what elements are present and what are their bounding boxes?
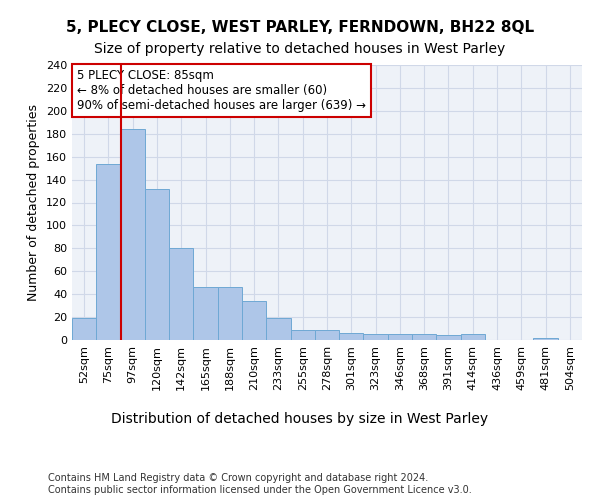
Bar (145, 188, 169, 340)
Bar (388, 334, 412, 340)
Bar (315, 330, 339, 340)
Bar (436, 336, 461, 340)
Text: Distribution of detached houses by size in West Parley: Distribution of detached houses by size … (112, 412, 488, 426)
Bar (290, 330, 315, 340)
Bar (364, 334, 388, 340)
Bar (96, 164, 121, 340)
Text: Contains HM Land Registry data © Crown copyright and database right 2024.
Contai: Contains HM Land Registry data © Crown c… (48, 474, 472, 495)
Text: 5, PLECY CLOSE, WEST PARLEY, FERNDOWN, BH22 8QL: 5, PLECY CLOSE, WEST PARLEY, FERNDOWN, B… (66, 20, 534, 35)
Bar (121, 129, 145, 340)
Text: 5 PLECY CLOSE: 85sqm
← 8% of detached houses are smaller (60)
90% of semi-detach: 5 PLECY CLOSE: 85sqm ← 8% of detached ho… (77, 69, 366, 112)
Bar (461, 334, 485, 340)
Y-axis label: Number of detached properties: Number of detached properties (28, 104, 40, 301)
Text: Size of property relative to detached houses in West Parley: Size of property relative to detached ho… (94, 42, 506, 56)
Bar (169, 248, 193, 340)
Bar (218, 288, 242, 340)
Bar (193, 288, 218, 340)
Bar (72, 318, 96, 340)
Bar (533, 338, 558, 340)
Bar (339, 333, 364, 340)
Bar (242, 301, 266, 340)
Bar (412, 334, 436, 340)
Bar (266, 318, 290, 340)
